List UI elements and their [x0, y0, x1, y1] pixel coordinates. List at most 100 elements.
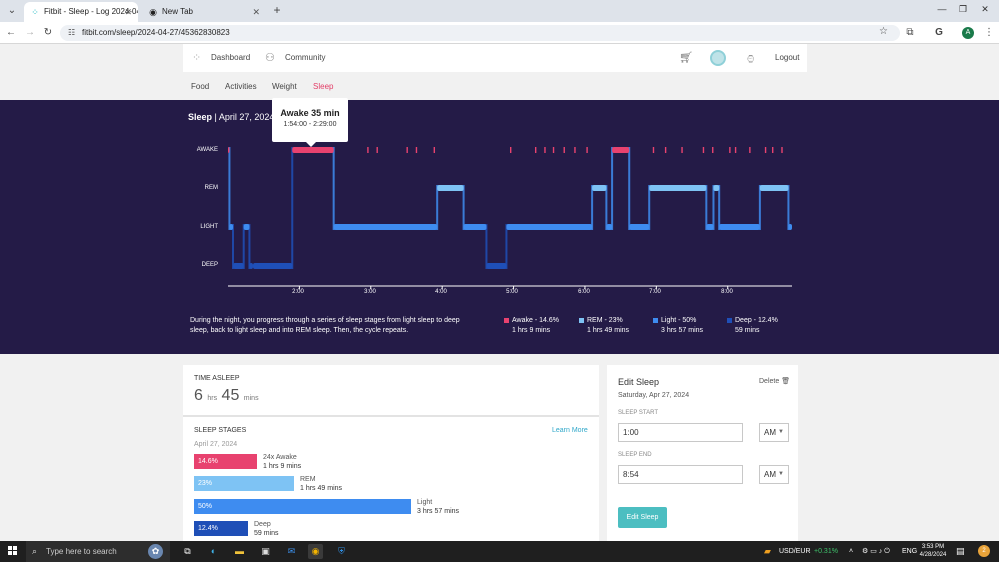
- sub-nav-sleep[interactable]: Sleep: [313, 82, 334, 91]
- stage-segment-light[interactable]: [229, 224, 233, 230]
- taskbar-search-box[interactable]: ⌕ Type here to search: [26, 541, 170, 562]
- notifications-icon[interactable]: ▤: [956, 546, 965, 556]
- awake-tick[interactable]: [433, 147, 436, 153]
- close-icon[interactable]: ✕: [252, 7, 260, 17]
- awake-tick[interactable]: [534, 147, 537, 153]
- awake-tick[interactable]: [729, 147, 731, 153]
- sleep-end-input[interactable]: 8:54: [618, 465, 743, 484]
- clock[interactable]: 3:53 PM 4/28/2024: [918, 543, 948, 559]
- awake-tick[interactable]: [702, 147, 705, 153]
- awake-tick[interactable]: [367, 147, 369, 153]
- awake-tick[interactable]: [764, 147, 767, 153]
- community-icon[interactable]: ⚇: [265, 52, 275, 64]
- sleep-start-input[interactable]: 1:00: [618, 423, 743, 442]
- chrome-taskbar-icon[interactable]: ◉: [308, 544, 323, 559]
- awake-tick[interactable]: [510, 147, 512, 153]
- awake-tick[interactable]: [544, 147, 546, 153]
- learn-more-link[interactable]: Learn More: [552, 427, 588, 434]
- awake-tick[interactable]: [772, 147, 774, 153]
- search-highlight-icon[interactable]: ✿: [148, 544, 163, 559]
- stage-segment-light[interactable]: [606, 224, 613, 230]
- stage-segment-awake[interactable]: [292, 147, 334, 153]
- stage-segment-rem[interactable]: [649, 185, 707, 191]
- cart-icon[interactable]: 🛒︎: [679, 52, 693, 64]
- stage-segment-rem[interactable]: [713, 185, 720, 191]
- ticker-name[interactable]: USD/EUR: [779, 548, 811, 555]
- device-watch-icon[interactable]: ⌚︎: [745, 54, 756, 66]
- awake-tick[interactable]: [406, 147, 408, 153]
- awake-tick[interactable]: [563, 147, 565, 153]
- task-view-icon[interactable]: ⧉: [184, 546, 191, 556]
- reload-icon[interactable]: ↻: [43, 27, 53, 38]
- tab-fitbit-sleep[interactable]: ⁘ Fitbit - Sleep - Log 2024-04-27 ✕: [24, 2, 138, 22]
- stage-segment-light[interactable]: [788, 224, 792, 230]
- restore-icon[interactable]: ❐: [958, 4, 968, 14]
- bookmark-star-icon[interactable]: ☆: [879, 26, 888, 37]
- nav-dashboard[interactable]: Dashboard: [211, 53, 251, 62]
- stage-segment-rem[interactable]: [759, 185, 789, 191]
- nav-community[interactable]: Community: [285, 53, 326, 62]
- extensions-icon[interactable]: ⧉: [906, 27, 914, 38]
- edit-sleep-button[interactable]: Edit Sleep: [618, 507, 667, 528]
- mail-icon[interactable]: ✉: [287, 546, 296, 556]
- delete-button[interactable]: Delete 🗑︎: [759, 377, 790, 385]
- tray-app-icons[interactable]: ⚙ ▭ ♪ ⏻: [862, 548, 890, 555]
- stage-segment-light[interactable]: [506, 224, 593, 230]
- menu-kebab-icon[interactable]: ⋮: [984, 27, 994, 38]
- security-shield-icon[interactable]: ⛨: [338, 546, 345, 556]
- awake-tick[interactable]: [376, 147, 378, 153]
- tab-new-tab[interactable]: ◉ New Tab ✕: [142, 2, 266, 22]
- awake-tick[interactable]: [681, 147, 683, 153]
- stage-segment-deep[interactable]: [252, 263, 293, 269]
- stage-segment-light[interactable]: [333, 224, 438, 230]
- stage-segment-light[interactable]: [719, 224, 760, 230]
- tab-search-icon[interactable]: ⌄: [7, 5, 17, 16]
- stage-segment-light[interactable]: [629, 224, 650, 230]
- stage-segment-light[interactable]: [243, 224, 250, 230]
- forward-icon[interactable]: →: [25, 27, 35, 38]
- address-bar[interactable]: ☷ fitbit.com/sleep/2024-04-27/4536283082…: [60, 25, 900, 41]
- stage-segment-light[interactable]: [463, 224, 487, 230]
- stage-segment-awake[interactable]: [228, 147, 230, 153]
- windows-start-icon[interactable]: [8, 546, 18, 556]
- awake-tick[interactable]: [415, 147, 418, 153]
- awake-tick[interactable]: [552, 147, 555, 153]
- stage-segment-awake[interactable]: [612, 147, 630, 153]
- site-info-icon[interactable]: ☷: [68, 28, 76, 37]
- awake-tick[interactable]: [586, 147, 588, 153]
- awake-tick[interactable]: [712, 147, 714, 153]
- awake-tick[interactable]: [652, 147, 655, 153]
- store-icon[interactable]: ▣: [261, 546, 270, 556]
- stage-segment-deep[interactable]: [232, 263, 244, 269]
- language-indicator[interactable]: ENG: [902, 548, 918, 555]
- stage-segment-deep[interactable]: [486, 263, 507, 269]
- edge-icon[interactable]: ◐: [210, 546, 217, 556]
- sleep-end-ampm-select[interactable]: AM ▼: [759, 465, 789, 484]
- close-icon[interactable]: ✕: [124, 7, 132, 17]
- awake-tick[interactable]: [781, 147, 783, 153]
- ticker-chart-icon[interactable]: ▰: [764, 546, 771, 556]
- stage-segment-light[interactable]: [706, 224, 714, 230]
- sleep-start-ampm-select[interactable]: AM ▼: [759, 423, 789, 442]
- awake-tick[interactable]: [749, 147, 751, 153]
- sub-nav-food[interactable]: Food: [191, 82, 210, 91]
- minimize-icon[interactable]: —: [937, 4, 947, 14]
- stage-segment-rem[interactable]: [592, 185, 607, 191]
- awake-tick[interactable]: [664, 147, 667, 153]
- google-icon[interactable]: G: [935, 27, 943, 38]
- dashboard-icon[interactable]: ⁘: [192, 52, 202, 64]
- awake-tick[interactable]: [734, 147, 737, 153]
- logout-link[interactable]: Logout: [775, 53, 800, 62]
- sub-nav-weight[interactable]: Weight: [272, 82, 297, 91]
- window-close-icon[interactable]: ✕: [981, 4, 989, 14]
- sub-nav-activities[interactable]: Activities: [225, 82, 257, 91]
- back-icon[interactable]: ←: [6, 27, 16, 38]
- profile-avatar[interactable]: A: [962, 27, 974, 39]
- stage-segment-rem[interactable]: [437, 185, 464, 191]
- new-tab-icon[interactable]: +: [273, 3, 281, 17]
- user-avatar[interactable]: [710, 50, 726, 66]
- tray-chevron-icon[interactable]: ˄: [849, 548, 854, 555]
- awake-tick[interactable]: [574, 147, 576, 153]
- stage-segment-deep[interactable]: [249, 263, 253, 269]
- file-explorer-icon[interactable]: ▬: [235, 546, 244, 556]
